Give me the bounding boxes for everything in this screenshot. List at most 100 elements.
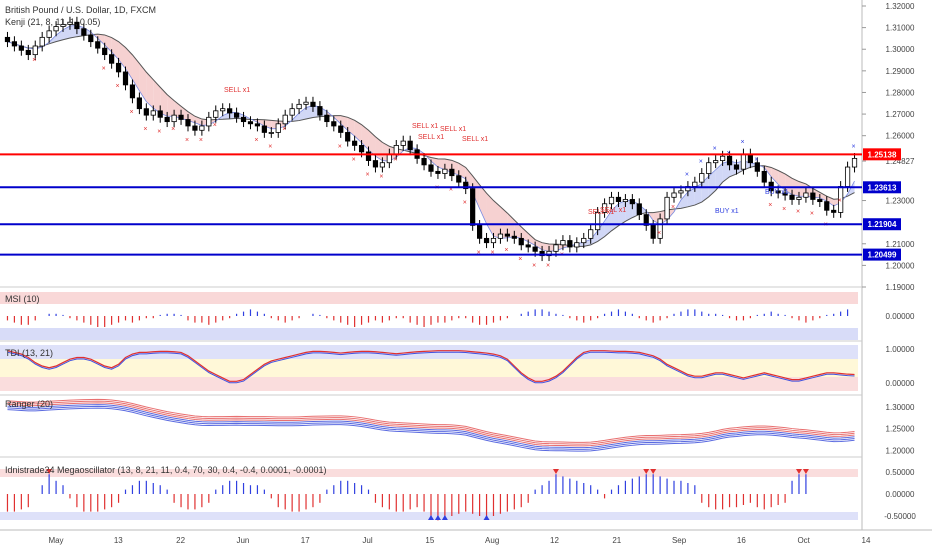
mega-sell-triangle <box>643 469 650 474</box>
candle-body <box>136 97 142 110</box>
signal-label: SELL x1 <box>462 136 488 143</box>
signal-label: SELL x1 <box>418 134 444 141</box>
sell-marker: × <box>171 126 175 133</box>
candle-body <box>720 155 726 161</box>
candle-body <box>567 240 573 248</box>
signal-label: SELL x1 <box>440 126 466 133</box>
indicator-title: Kenji (21, 8, 11, 1, 0.05) <box>5 17 101 27</box>
candle-body <box>345 132 351 142</box>
candle-body <box>595 212 601 231</box>
buy-marker: × <box>685 171 689 178</box>
kenji-cloud <box>118 41 126 69</box>
time-axis-label: May <box>48 536 63 545</box>
candle-body <box>782 192 788 196</box>
kenji-slow-line <box>7 33 855 247</box>
candle-body <box>525 244 531 248</box>
candle-body <box>532 246 538 252</box>
kenji-cloud <box>479 184 487 224</box>
time-axis-label: 13 <box>114 536 123 545</box>
candle-body <box>650 224 656 239</box>
msi-title: MSI (10) <box>5 294 40 304</box>
level-price-badge <box>863 181 901 194</box>
sell-marker: × <box>546 262 550 269</box>
time-axis-label: Jun <box>236 536 249 545</box>
candle-body <box>622 199 629 203</box>
ranger-band <box>7 407 855 452</box>
sell-marker: × <box>32 57 36 64</box>
sell-marker: × <box>116 83 120 90</box>
candle-body <box>511 235 517 239</box>
time-axis-label: Aug <box>485 536 499 545</box>
kenji-cloud <box>431 157 438 168</box>
candle-body <box>310 101 316 107</box>
candle-body <box>32 45 38 56</box>
kenji-cloud <box>597 221 605 242</box>
mega-sell-triangle <box>795 469 802 474</box>
kenji-cloud <box>63 25 70 40</box>
mega-upper-zone <box>0 469 858 477</box>
candle-body <box>261 125 267 133</box>
kenji-cloud <box>56 29 64 42</box>
sell-marker: × <box>254 137 258 144</box>
sell-marker: × <box>393 156 397 163</box>
candle-body <box>456 175 462 183</box>
candle-body <box>213 110 219 118</box>
candle-body <box>699 173 705 183</box>
signal-label: SELL x1 <box>224 87 250 94</box>
ranger-tick-label: 1.25000 <box>886 425 915 434</box>
sell-marker: × <box>366 172 370 179</box>
price-tick-label: 1.23000 <box>886 197 915 206</box>
candle-body <box>379 162 385 168</box>
candle-body <box>851 157 858 168</box>
tdi-title: TDI (13, 21) <box>5 348 53 358</box>
candle-body <box>171 114 177 123</box>
candle-body <box>442 168 448 174</box>
candle-body <box>67 21 73 25</box>
level-price-label: 1.25138 <box>868 150 897 159</box>
kenji-cloud <box>153 79 161 113</box>
kenji-cloud <box>299 107 307 121</box>
candle-body <box>789 194 795 200</box>
ranger-band <box>7 398 855 443</box>
level-price-label: 1.20499 <box>868 251 897 260</box>
candle-body <box>761 170 767 183</box>
candle-body <box>831 209 837 213</box>
kenji-cloud <box>625 200 633 222</box>
sell-marker: × <box>463 200 467 207</box>
candle-body <box>18 45 24 51</box>
price-tick-label: 1.30000 <box>886 45 915 54</box>
candle-body <box>25 49 31 56</box>
mega-title: Idnistrade24 Megaoscillator (13, 8, 21, … <box>5 465 327 475</box>
candle-body <box>463 181 469 190</box>
candle-body <box>317 106 323 116</box>
candle-body <box>206 116 212 127</box>
candle-body <box>303 101 309 105</box>
tdi-main-line <box>7 351 855 384</box>
tdi-upper-zone <box>0 345 858 359</box>
kenji-cloud <box>819 192 827 202</box>
candle-body <box>88 34 94 43</box>
level-price-badge <box>863 248 901 261</box>
price-tick-label: 1.31000 <box>886 24 915 33</box>
mega-sell-triangle <box>46 469 53 474</box>
kenji-cloud <box>785 173 793 195</box>
ranger-tick-label: 1.20000 <box>886 447 915 456</box>
sell-marker: × <box>282 126 286 133</box>
mega-buy-triangle <box>483 515 490 520</box>
time-axis-label: 12 <box>550 536 559 545</box>
candle-body <box>95 41 101 49</box>
time-axis-label: Jul <box>362 536 372 545</box>
signal-label: BUY x1 <box>765 189 789 196</box>
sell-marker: × <box>671 204 675 211</box>
ranger-band <box>7 404 855 449</box>
candle-body <box>796 196 802 200</box>
msi-lower-zone <box>0 328 858 340</box>
tdi-mid-zone <box>0 359 858 377</box>
kenji-cloud <box>722 161 730 183</box>
level-price-badge <box>863 218 901 231</box>
candle-body <box>338 125 344 133</box>
price-tick-label: 1.28000 <box>886 88 915 97</box>
candle-body <box>247 121 254 125</box>
price-tick-label: 1.19000 <box>886 283 915 292</box>
